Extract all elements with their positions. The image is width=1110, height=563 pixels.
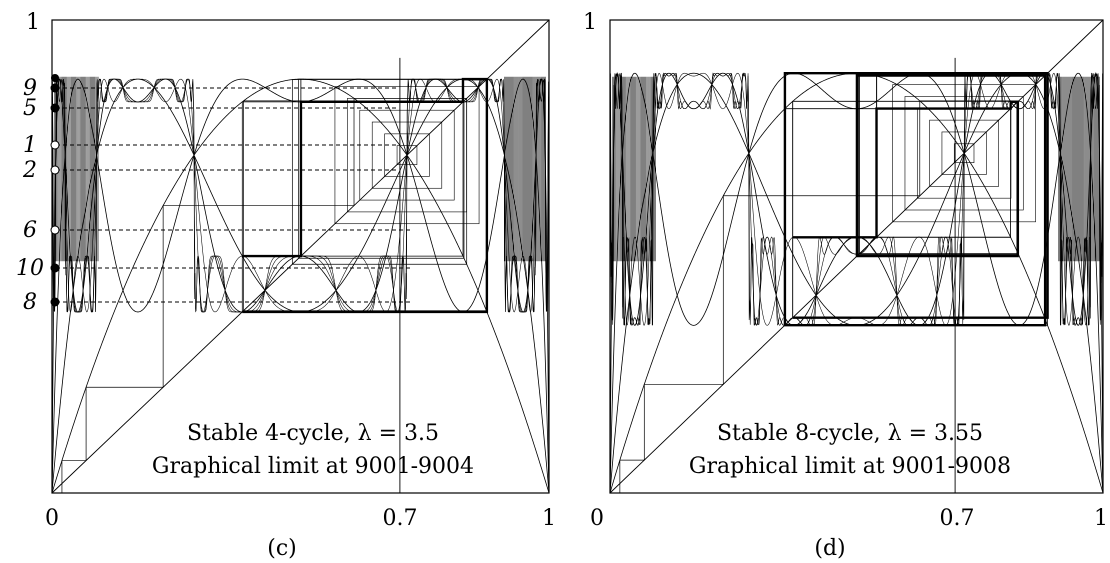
iterate-marker <box>50 263 60 273</box>
convergence-square <box>334 86 480 225</box>
iterate-label: 6 <box>23 218 37 243</box>
convergence-square <box>916 108 1012 199</box>
dash-layer <box>50 74 410 307</box>
convergence-square <box>384 133 430 177</box>
caption-line-1: Stable 8-cycle, λ = 3.55 <box>717 421 983 446</box>
convergence-square <box>941 131 987 175</box>
iterate-marker <box>51 74 59 82</box>
y-tick-1: 1 <box>26 10 40 35</box>
plot-frame <box>51 19 550 494</box>
plot-frame <box>609 19 1104 494</box>
convergence-square <box>892 84 1036 223</box>
caption-line-2: Graphical limit at 9001-9004 <box>152 454 474 479</box>
iterate-label: 5 <box>23 96 37 121</box>
iterate-label: 9 <box>23 76 37 101</box>
panel-d: 1 0 0.7 1 (d) Stable 8-cycle, λ = 3.55 G… <box>583 10 1108 561</box>
convergence-square <box>371 121 443 189</box>
panel-label: (c) <box>267 536 297 561</box>
iterate-marker <box>50 165 60 175</box>
iterate-label: 1 <box>23 133 37 158</box>
limit-cycle <box>242 77 489 314</box>
convergence-square <box>347 98 467 213</box>
convergence-square <box>953 143 975 163</box>
x-tick-1: 1 <box>1094 506 1108 531</box>
iterate-marker <box>50 83 60 93</box>
x-tick-0.7: 0.7 <box>383 506 418 531</box>
iterate-marker <box>50 225 60 235</box>
convergence-square <box>396 145 418 165</box>
convergence-square <box>904 96 1024 211</box>
y-tick-1: 1 <box>583 10 597 35</box>
iterate-label: 8 <box>23 290 37 315</box>
iterate-marker <box>50 297 60 307</box>
convergence-square <box>359 109 455 201</box>
panel-label: (d) <box>814 536 845 561</box>
caption-line-2: Graphical limit at 9001-9008 <box>689 454 1011 479</box>
x-tick-1: 1 <box>542 506 556 531</box>
iterate-label: 2 <box>22 158 37 183</box>
iterate-label: 10 <box>16 256 44 281</box>
x-tick-0: 0 <box>590 506 604 531</box>
iterate-marker <box>50 103 60 113</box>
iterate-labels: 95 12 6 10 8 <box>16 76 44 315</box>
iterate-marker <box>50 140 60 150</box>
caption-line-1: Stable 4-cycle, λ = 3.5 <box>187 421 439 446</box>
curve-layer <box>51 19 550 494</box>
x-tick-0.7: 0.7 <box>940 506 975 531</box>
convergence-square <box>929 119 999 187</box>
x-tick-0: 0 <box>45 506 59 531</box>
curve-layer <box>609 19 1104 494</box>
